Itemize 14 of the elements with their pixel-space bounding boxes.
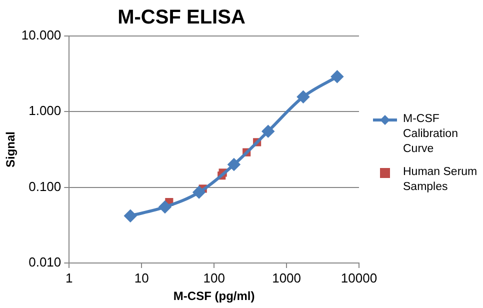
chart-title: M-CSF ELISA (118, 6, 246, 29)
legend-label: M-CSF Calibration Curve (403, 112, 459, 157)
y-tick-label: 1.000 (28, 103, 62, 118)
legend-label: Human Serum Samples (403, 165, 478, 195)
x-tick-label: 1000 (272, 270, 301, 286)
x-tick-label: 100 (203, 270, 225, 286)
y-tick-label: 0.010 (28, 254, 62, 270)
x-tick-label: 10 (134, 270, 149, 286)
y-tick-label: 10.000 (21, 28, 62, 43)
x-tick-label: 1 (66, 270, 73, 286)
x-axis-title: M-CSF (pg/ml) (173, 289, 255, 304)
y-axis-title: Signal (4, 131, 18, 168)
y-tick-label: 0.100 (28, 178, 62, 194)
x-tick-label: 10000 (340, 270, 378, 286)
